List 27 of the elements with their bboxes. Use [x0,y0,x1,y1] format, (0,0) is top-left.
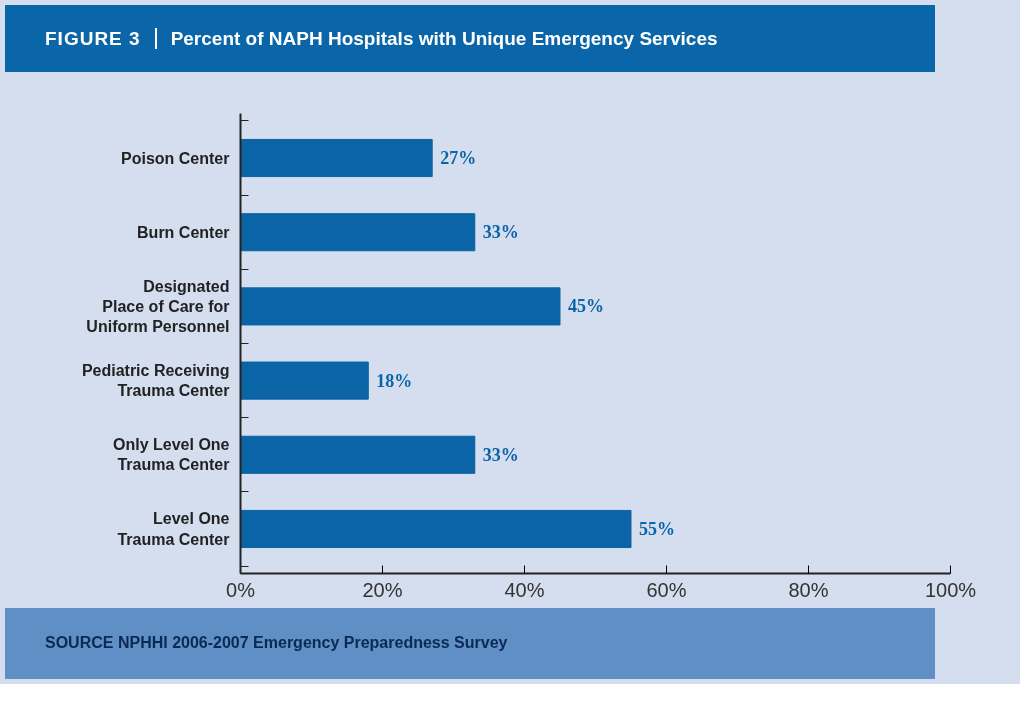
x-tick-label: 100% [924,578,977,601]
y-tick-label: Burn Center [137,223,230,241]
bar [240,213,476,252]
x-tick-label: 20% [362,578,403,601]
x-tick-label: 80% [788,578,829,601]
x-tick-label: 60% [646,578,687,601]
chart-title: Percent of NAPH Hospitals with Unique Emergency Services [169,28,718,49]
y-tick-label: Pediatric Receiving Trauma Center [81,362,230,400]
y-tick-label: Designated Place of Care for Uniform Personnel [86,277,230,336]
bar [240,510,632,549]
y-tick-label: Poison Center [121,149,230,167]
data-label: 33% [482,222,519,243]
bar [240,139,433,178]
y-tick-label: Only Level One Trauma Center [113,436,230,474]
bar [240,361,369,400]
source-note: SOURCE NPHHI 2006-2007 Emergency Preparedness Survey [45,633,509,654]
y-tick-label: Level One Trauma Center [117,510,230,548]
data-label: 55% [639,519,675,540]
x-tick-label: 40% [504,578,545,601]
data-label: 27% [440,148,477,169]
data-label: 33% [482,444,519,465]
bar [240,287,561,326]
x-tick-label: 0% [226,578,256,601]
data-label: 18% [376,370,413,391]
chart-subtitle: FIGURE 3 [45,28,157,49]
data-label: 45% [568,296,604,317]
bar [240,435,476,474]
